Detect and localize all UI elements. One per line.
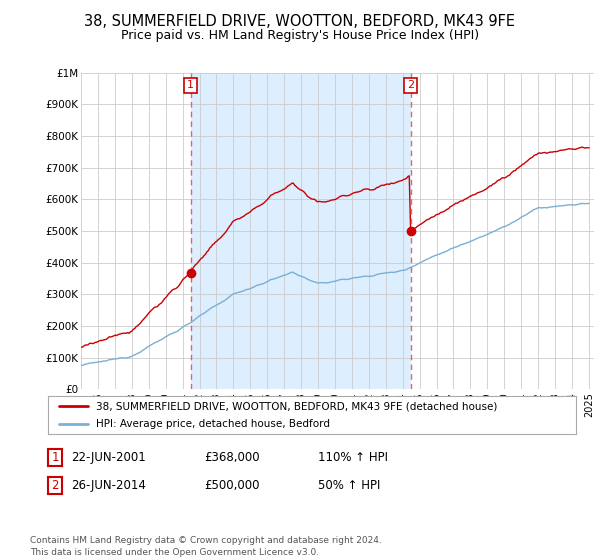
Text: HPI: Average price, detached house, Bedford: HPI: Average price, detached house, Bedf… [95,419,329,429]
Text: £500,000: £500,000 [204,479,260,492]
Text: 1: 1 [187,81,194,91]
Bar [191,73,411,389]
Text: 110% ↑ HPI: 110% ↑ HPI [318,451,388,464]
Text: Contains HM Land Registry data © Crown copyright and database right 2024.
This d: Contains HM Land Registry data © Crown c… [30,536,382,557]
Text: 38, SUMMERFIELD DRIVE, WOOTTON, BEDFORD, MK43 9FE: 38, SUMMERFIELD DRIVE, WOOTTON, BEDFORD,… [85,14,515,29]
Text: 50% ↑ HPI: 50% ↑ HPI [318,479,380,492]
Text: 26-JUN-2014: 26-JUN-2014 [71,479,146,492]
Text: £368,000: £368,000 [204,451,260,464]
Text: 22-JUN-2001: 22-JUN-2001 [71,451,146,464]
Text: Price paid vs. HM Land Registry's House Price Index (HPI): Price paid vs. HM Land Registry's House … [121,29,479,42]
Text: 2: 2 [52,479,59,492]
Text: 38, SUMMERFIELD DRIVE, WOOTTON, BEDFORD, MK43 9FE (detached house): 38, SUMMERFIELD DRIVE, WOOTTON, BEDFORD,… [95,401,497,411]
Text: 2: 2 [407,81,415,91]
Text: 1: 1 [52,451,59,464]
